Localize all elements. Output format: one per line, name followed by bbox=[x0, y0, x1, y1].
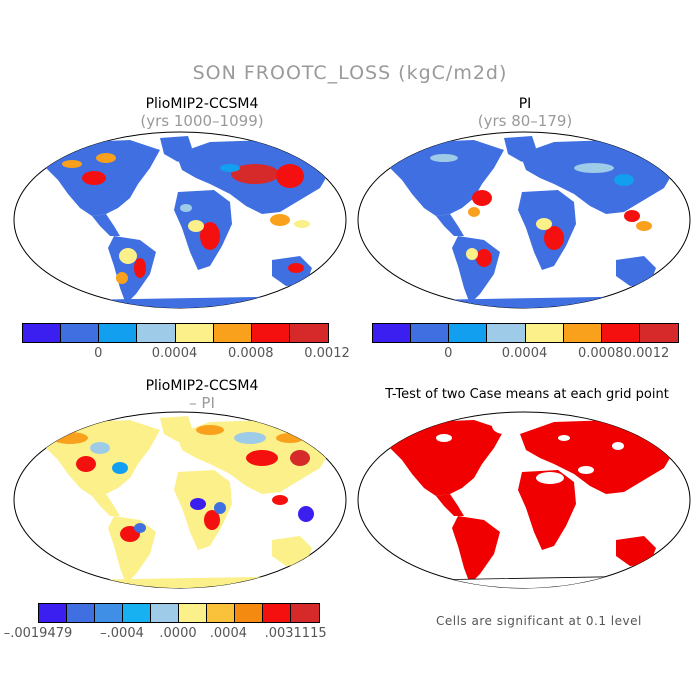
colorbar-box bbox=[179, 604, 207, 622]
colorbar-box bbox=[563, 324, 602, 342]
panel-bl-title: PlioMIP2-CCSM4 bbox=[145, 378, 259, 394]
land-bl bbox=[40, 416, 332, 588]
colorbar-top-right bbox=[372, 323, 679, 343]
colorbar-box bbox=[61, 324, 100, 342]
colorbar-label: 0 bbox=[444, 346, 453, 361]
colorbar-box bbox=[601, 324, 640, 342]
panel-tr-title: PI bbox=[518, 96, 532, 112]
colorbar-box bbox=[373, 324, 412, 342]
colorbar-label: 0.0012 bbox=[304, 346, 350, 361]
colorbar-label: 0.0008 bbox=[578, 346, 624, 361]
map-tl bbox=[10, 128, 350, 313]
panel-tr-subtitle: (yrs 80–179) bbox=[477, 112, 573, 130]
colorbar-box bbox=[291, 604, 319, 622]
colorbar-label: 0.0004 bbox=[501, 346, 548, 361]
land-tl bbox=[40, 136, 332, 308]
figure-title: SON FROOTC_LOSS (kgC/m2d) bbox=[192, 62, 508, 84]
colorbar-label: 0 bbox=[94, 346, 103, 361]
colorbar-label: .0031115 bbox=[264, 626, 327, 641]
colorbar-box bbox=[487, 324, 526, 342]
panel-br-title: T-Test of two Case means at each grid po… bbox=[385, 387, 669, 402]
colorbar-label: 0.0004 bbox=[151, 346, 198, 361]
colorbar-label: –.0004 bbox=[100, 626, 144, 641]
colorbar-label: 0.0008 bbox=[228, 346, 274, 361]
colorbar-box bbox=[289, 324, 328, 342]
colorbar-box bbox=[449, 324, 488, 342]
map-bl bbox=[10, 408, 350, 593]
colorbar-box bbox=[639, 324, 678, 342]
colorbar-label: 0.0012 bbox=[623, 346, 670, 361]
colorbar-box bbox=[137, 324, 176, 342]
colorbar-box bbox=[39, 604, 67, 622]
panel-bl-subtitle: – PI bbox=[189, 394, 215, 412]
colorbar-box bbox=[123, 604, 151, 622]
colorbar-top-left bbox=[22, 323, 329, 343]
colorbar-label: .0004 bbox=[209, 626, 247, 641]
panel-tl-title: PlioMIP2-CCSM4 bbox=[145, 96, 259, 112]
colorbar-box bbox=[251, 324, 290, 342]
colorbar-box bbox=[67, 604, 95, 622]
map-tr bbox=[354, 128, 694, 313]
panel-tl-subtitle: (yrs 1000–1099) bbox=[140, 112, 264, 130]
colorbar-bottom bbox=[38, 603, 320, 623]
colorbar-box bbox=[235, 604, 263, 622]
map-br bbox=[354, 408, 694, 593]
colorbar-top-left-labels: 0 0.0004 0.0008 0.0012 bbox=[22, 346, 350, 362]
colorbar-box bbox=[411, 324, 450, 342]
colorbar-box bbox=[95, 604, 123, 622]
colorbar-box bbox=[23, 324, 62, 342]
significance-note: Cells are significant at 0.1 level bbox=[436, 614, 642, 628]
colorbar-box bbox=[263, 604, 291, 622]
colorbar-label: .0000 bbox=[159, 626, 197, 641]
colorbar-box bbox=[99, 324, 138, 342]
colorbar-box bbox=[175, 324, 214, 342]
colorbar-label: –.0019479 bbox=[3, 626, 73, 641]
colorbar-box bbox=[207, 604, 235, 622]
colorbar-box bbox=[151, 604, 179, 622]
colorbar-bottom-labels: –.0019479 –.0004 .0000 .0004 .0031115 bbox=[4, 626, 327, 642]
colorbar-box bbox=[525, 324, 564, 342]
colorbar-top-right-labels: 0 0.0004 0.0008 0.0012 bbox=[372, 346, 677, 362]
colorbar-box bbox=[213, 324, 252, 342]
